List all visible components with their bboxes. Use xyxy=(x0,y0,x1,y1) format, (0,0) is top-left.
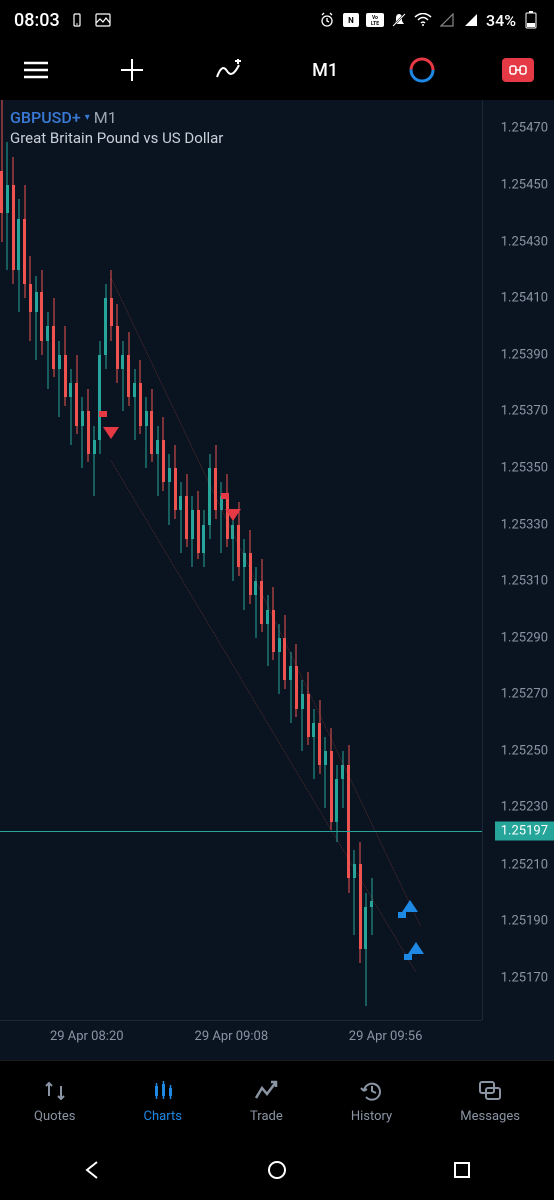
app-toolbar: M1 xyxy=(0,40,554,100)
y-axis-label: 1.25410 xyxy=(501,290,548,305)
y-axis-label: 1.25430 xyxy=(501,234,548,249)
mute-icon xyxy=(390,11,408,29)
nfc-icon xyxy=(68,11,86,29)
signal-empty-icon xyxy=(438,11,456,29)
y-axis-label: 1.25450 xyxy=(501,177,548,192)
symbol-name: GBPUSD+ xyxy=(10,108,81,127)
charts-icon xyxy=(149,1077,177,1105)
marker-sell-icon xyxy=(103,427,119,439)
current-price-line xyxy=(0,831,482,832)
recent-button[interactable] xyxy=(448,1156,476,1184)
quotes-icon xyxy=(41,1077,69,1105)
y-axis-label: 1.25330 xyxy=(501,518,548,533)
x-axis-label: 29 Apr 09:56 xyxy=(349,1029,423,1044)
x-axis-label: 29 Apr 09:08 xyxy=(195,1029,269,1044)
status-time: 08:03 xyxy=(14,10,60,31)
battery-icon xyxy=(522,11,540,29)
symbol-dropdown-icon: ▾ xyxy=(85,112,90,123)
bottom-nav: Quotes Charts Trade History Messages xyxy=(0,1060,554,1140)
nav-history[interactable]: History xyxy=(351,1077,392,1124)
gallery-icon xyxy=(94,11,112,29)
y-axis-label: 1.25310 xyxy=(501,574,548,589)
y-axis-label: 1.25170 xyxy=(501,970,548,985)
chart-area[interactable]: GBPUSD+ ▾ M1 Great Britain Pound vs US D… xyxy=(0,100,554,1060)
y-axis-label: 1.25470 xyxy=(501,120,548,135)
signal-icon xyxy=(462,11,480,29)
x-axis: 29 Apr 08:20 29 Apr 09:08 29 Apr 09:56 xyxy=(0,1020,482,1060)
nav-label: Trade xyxy=(250,1109,283,1124)
timeframe-label: M1 xyxy=(312,60,338,81)
wifi-icon xyxy=(414,11,432,29)
nav-label: Charts xyxy=(144,1109,182,1124)
y-axis-label: 1.25350 xyxy=(501,461,548,476)
svg-text:N: N xyxy=(348,16,354,25)
marker-buy-icon xyxy=(408,942,424,954)
nav-charts[interactable]: Charts xyxy=(144,1077,182,1124)
nav-quotes[interactable]: Quotes xyxy=(34,1077,75,1124)
nav-label: Messages xyxy=(460,1109,520,1124)
system-nav xyxy=(0,1140,554,1200)
svg-text:LTE: LTE xyxy=(371,21,379,27)
crosshair-button[interactable] xyxy=(112,50,152,90)
volte-icon: VoLTE xyxy=(366,11,384,29)
home-button[interactable] xyxy=(263,1156,291,1184)
y-axis: 1.25470 1.25450 1.25430 1.25410 1.25390 1.253… xyxy=(482,100,554,1020)
y-axis-label: 1.25370 xyxy=(501,403,548,418)
chart-header: GBPUSD+ ▾ M1 Great Britain Pound vs US D… xyxy=(10,108,223,147)
marker-buy-icon xyxy=(402,900,418,912)
symbol-description: Great Britain Pound vs US Dollar xyxy=(10,129,223,147)
y-axis-label: 1.25290 xyxy=(501,631,548,646)
nfc-badge-icon: N xyxy=(342,11,360,29)
nav-trade[interactable]: Trade xyxy=(250,1077,283,1124)
status-bar: 08:03 N VoLTE 34% xyxy=(0,0,554,40)
history-icon xyxy=(358,1077,386,1105)
messages-icon xyxy=(476,1077,504,1105)
alarm-icon xyxy=(318,11,336,29)
sync-button[interactable] xyxy=(402,50,442,90)
timeframe-button[interactable]: M1 xyxy=(305,50,345,90)
menu-button[interactable] xyxy=(16,50,56,90)
x-axis-label: 29 Apr 08:20 xyxy=(50,1029,124,1044)
y-axis-label: 1.25270 xyxy=(501,687,548,702)
y-axis-label: 1.25190 xyxy=(501,913,548,928)
symbol-timeframe: M1 xyxy=(94,108,117,127)
marker-sell-icon xyxy=(225,509,241,521)
link-button[interactable] xyxy=(498,50,538,90)
battery-pct: 34% xyxy=(486,11,516,30)
candlestick-series xyxy=(0,100,482,1020)
trade-icon xyxy=(252,1077,280,1105)
y-axis-label: 1.25250 xyxy=(501,744,548,759)
current-price-badge: 1.25197 xyxy=(495,822,554,841)
y-axis-label: 1.25210 xyxy=(501,857,548,872)
y-axis-label: 1.25390 xyxy=(501,347,548,362)
indicators-button[interactable] xyxy=(209,50,249,90)
back-button[interactable] xyxy=(78,1156,106,1184)
nav-messages[interactable]: Messages xyxy=(460,1077,520,1124)
y-axis-label: 1.25230 xyxy=(501,800,548,815)
nav-label: History xyxy=(351,1109,392,1124)
nav-label: Quotes xyxy=(34,1109,75,1124)
